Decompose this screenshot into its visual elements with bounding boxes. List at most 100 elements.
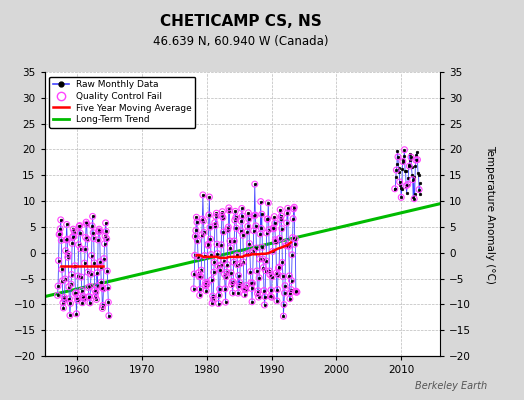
Point [73, 294, 81, 301]
Point [264, 216, 272, 222]
Point [210, 269, 218, 276]
Point [275, 264, 283, 270]
Point [247, 285, 256, 292]
Point [103, 236, 111, 242]
Point [85, 294, 93, 300]
Point [195, 292, 204, 298]
Point [259, 264, 268, 271]
Point [272, 270, 280, 276]
Point [224, 224, 233, 230]
Point [239, 232, 247, 238]
Point [190, 286, 198, 292]
Point [60, 294, 68, 300]
Point [403, 181, 412, 188]
Point [212, 210, 221, 216]
Point [235, 283, 243, 290]
Point [70, 229, 79, 235]
Point [279, 273, 287, 280]
Point [248, 280, 257, 286]
Point [249, 228, 258, 234]
Point [91, 293, 100, 300]
Point [203, 280, 211, 286]
Point [291, 236, 300, 242]
Point [194, 253, 202, 260]
Point [195, 273, 203, 280]
Point [58, 266, 66, 272]
Point [92, 296, 101, 303]
Point [104, 299, 113, 306]
Point [226, 238, 234, 244]
Point [80, 260, 89, 266]
Point [76, 230, 84, 236]
Point [79, 293, 87, 299]
Point [412, 157, 420, 163]
Point [246, 249, 254, 256]
Point [64, 284, 73, 290]
Point [88, 223, 96, 229]
Point [64, 251, 72, 258]
Point [220, 257, 228, 264]
Point [69, 226, 78, 232]
Point [239, 259, 248, 265]
Point [225, 207, 234, 214]
Point [216, 267, 224, 273]
Point [292, 289, 301, 296]
Point [275, 265, 283, 271]
Point [215, 292, 223, 298]
Point [394, 154, 402, 160]
Point [234, 272, 243, 279]
Point [90, 235, 98, 242]
Point [205, 194, 214, 200]
Point [291, 241, 299, 248]
Point [293, 289, 301, 295]
Point [262, 258, 270, 264]
Point [58, 278, 67, 284]
Point [222, 274, 231, 280]
Point [282, 220, 291, 226]
Point [82, 219, 90, 225]
Point [63, 254, 72, 260]
Point [273, 298, 281, 304]
Point [204, 242, 213, 249]
Point [263, 230, 271, 236]
Point [207, 251, 215, 258]
Point [277, 216, 285, 223]
Point [198, 232, 206, 238]
Point [190, 271, 199, 277]
Point [231, 217, 239, 223]
Point [91, 287, 99, 293]
Point [77, 274, 85, 280]
Point [280, 290, 289, 296]
Point [286, 290, 294, 296]
Point [199, 192, 207, 198]
Point [94, 237, 102, 243]
Point [228, 279, 236, 285]
Point [54, 283, 62, 289]
Point [57, 217, 65, 223]
Point [198, 216, 206, 222]
Point [249, 248, 257, 254]
Point [84, 284, 93, 290]
Point [105, 312, 113, 319]
Point [217, 212, 226, 219]
Point [278, 259, 287, 266]
Point [54, 258, 63, 264]
Point [100, 255, 108, 262]
Point [254, 294, 263, 300]
Point [70, 234, 78, 240]
Point [276, 235, 284, 242]
Point [254, 288, 262, 294]
Point [241, 287, 249, 293]
Point [261, 294, 269, 300]
Point [283, 205, 292, 212]
Point [285, 243, 293, 250]
Point [415, 186, 423, 193]
Point [256, 231, 265, 237]
Point [237, 205, 246, 212]
Point [97, 279, 105, 286]
Point [71, 290, 80, 296]
Point [61, 276, 69, 282]
Point [400, 146, 409, 153]
Point [248, 298, 256, 305]
Point [274, 272, 282, 278]
